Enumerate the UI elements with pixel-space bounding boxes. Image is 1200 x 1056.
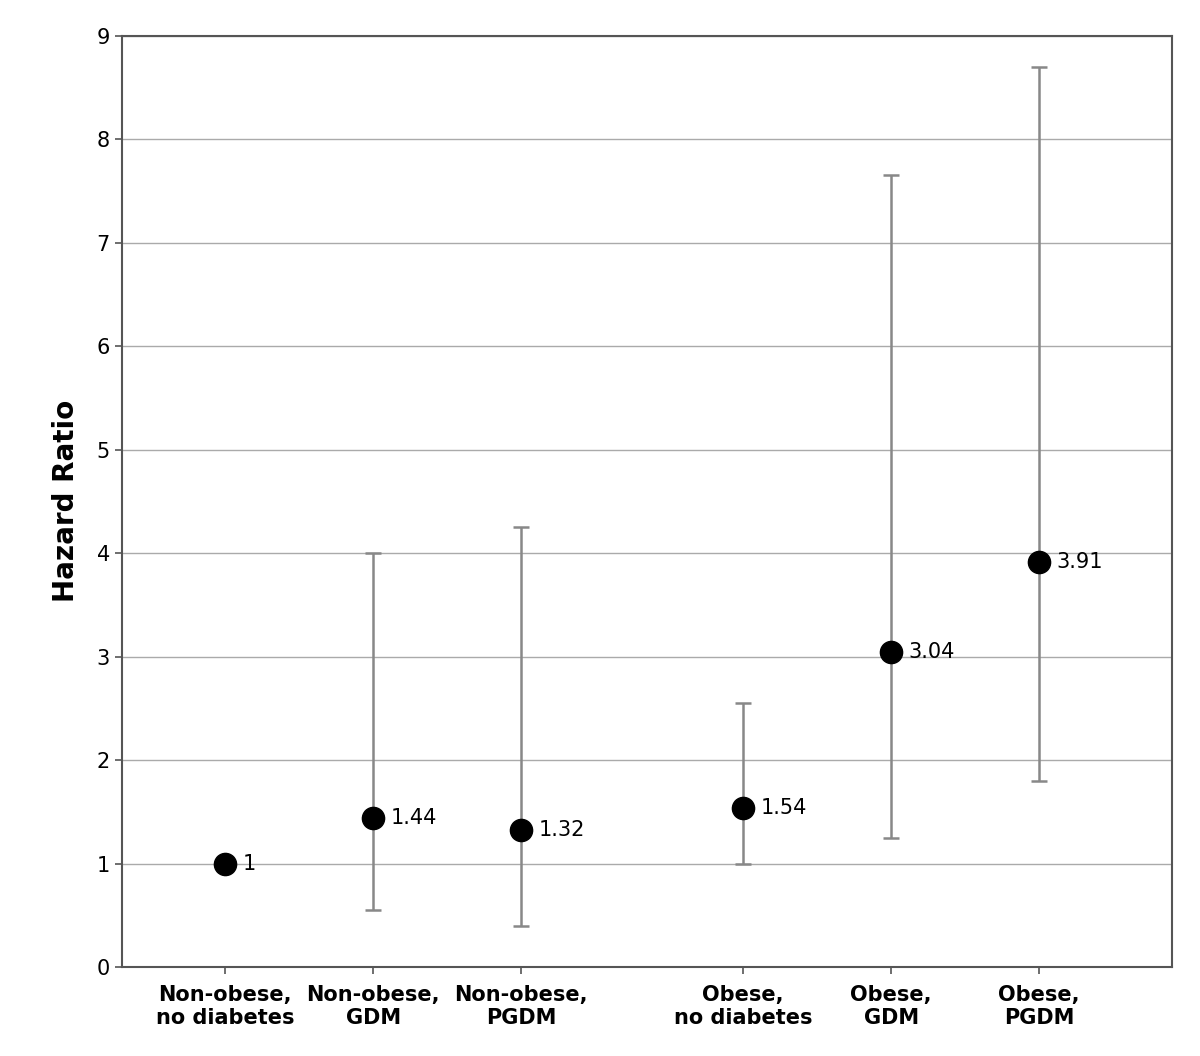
Text: 3.04: 3.04: [908, 642, 955, 662]
Text: 1: 1: [242, 853, 257, 873]
Text: 1.54: 1.54: [761, 797, 808, 817]
Text: 1.32: 1.32: [539, 821, 586, 841]
Y-axis label: Hazard Ratio: Hazard Ratio: [52, 400, 79, 603]
Text: 3.91: 3.91: [1057, 552, 1103, 572]
Text: 1.44: 1.44: [391, 808, 437, 828]
